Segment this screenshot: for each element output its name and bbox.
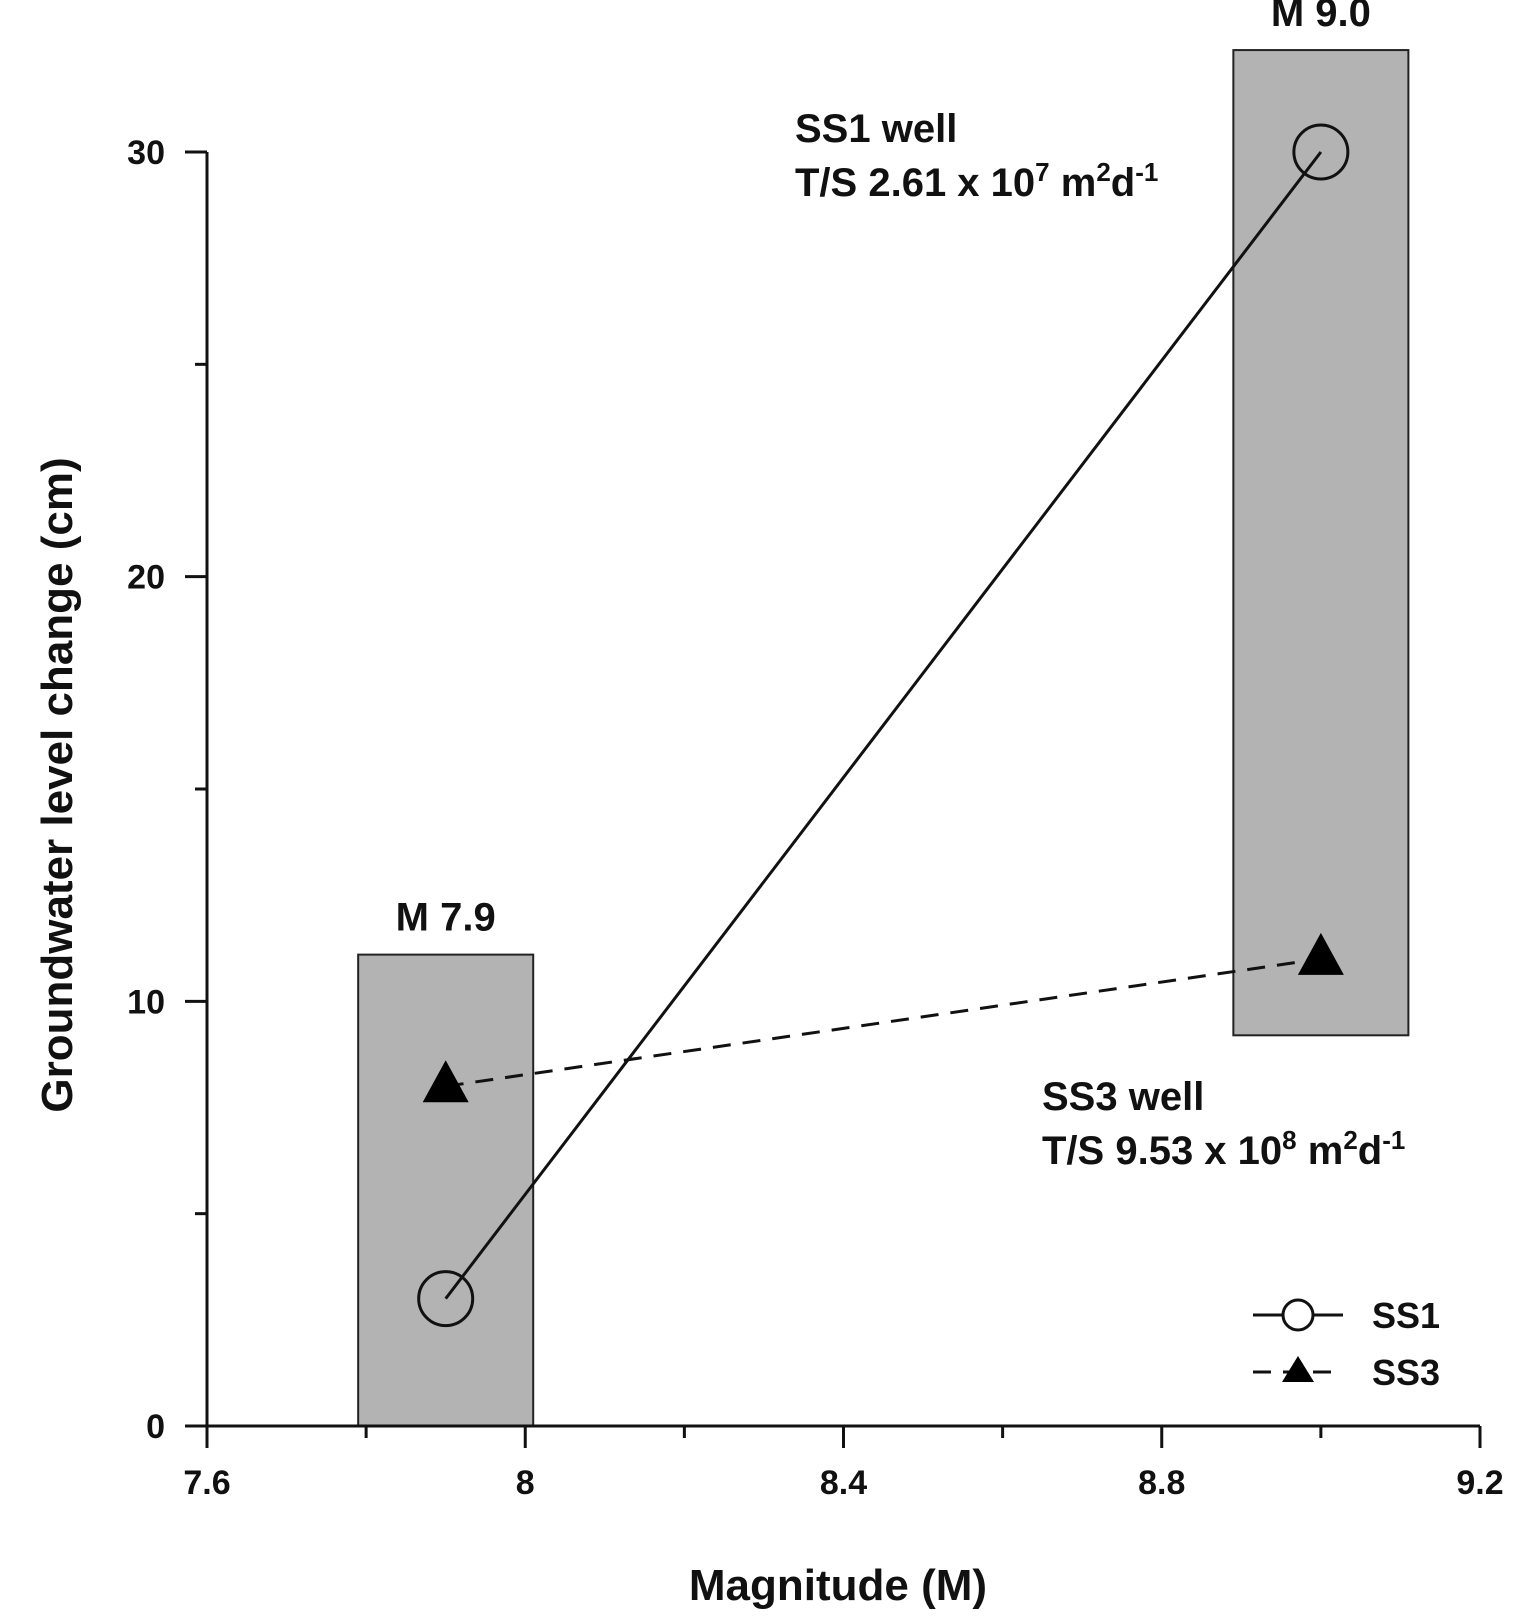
x-tick-label: 7.6 — [183, 1464, 230, 1502]
ss1-point — [1292, 123, 1350, 181]
box-label-m79: M 7.9 — [396, 896, 496, 940]
ss1-annotation-ts: T/S 2.61 x 107 m2d-1 — [795, 157, 1158, 205]
x-tick-label: 9.2 — [1456, 1464, 1503, 1502]
box-label-m90: M 9.0 — [1271, 0, 1371, 35]
legend-ss3-label: SS3 — [1372, 1352, 1440, 1393]
magnitude-boxes — [357, 49, 1410, 1427]
series-markers — [417, 123, 1350, 1328]
ss3-point — [1297, 932, 1344, 975]
ss1-point — [417, 1270, 475, 1328]
highlight-box-0 — [357, 953, 535, 1427]
highlight-box-1 — [1232, 49, 1410, 1037]
ss1-series-line — [444, 151, 1323, 1300]
x-tick-label: 8.4 — [820, 1464, 867, 1502]
legend: SS1 SS3 — [1253, 1295, 1440, 1393]
ss3-annotation-ts: T/S 9.53 x 108 m2d-1 — [1042, 1125, 1405, 1173]
legend-ss1-marker — [1281, 1298, 1315, 1332]
ss3-series-line — [445, 957, 1322, 1088]
x-tick-label: 8.8 — [1138, 1464, 1185, 1502]
y-tick-label: 20 — [127, 559, 165, 597]
ss3-point — [422, 1060, 469, 1103]
y-tick-label: 30 — [127, 134, 165, 172]
y-tick-label: 0 — [146, 1408, 165, 1446]
x-axis-title: Magnitude (M) — [689, 1561, 987, 1610]
x-tick-label: 8 — [516, 1464, 535, 1502]
ss1-annotation-title: SS1 well — [795, 107, 957, 151]
legend-ss3-marker — [1282, 1356, 1314, 1382]
legend-ss1-label: SS1 — [1372, 1295, 1440, 1336]
axes: 7.6 8 8.4 8.8 9.2 0 10 20 30 — [127, 134, 1503, 1502]
ss3-annotation-title: SS3 well — [1042, 1075, 1204, 1119]
y-tick-label: 10 — [127, 983, 165, 1021]
y-axis-title: Groundwater level change (cm) — [33, 457, 82, 1112]
